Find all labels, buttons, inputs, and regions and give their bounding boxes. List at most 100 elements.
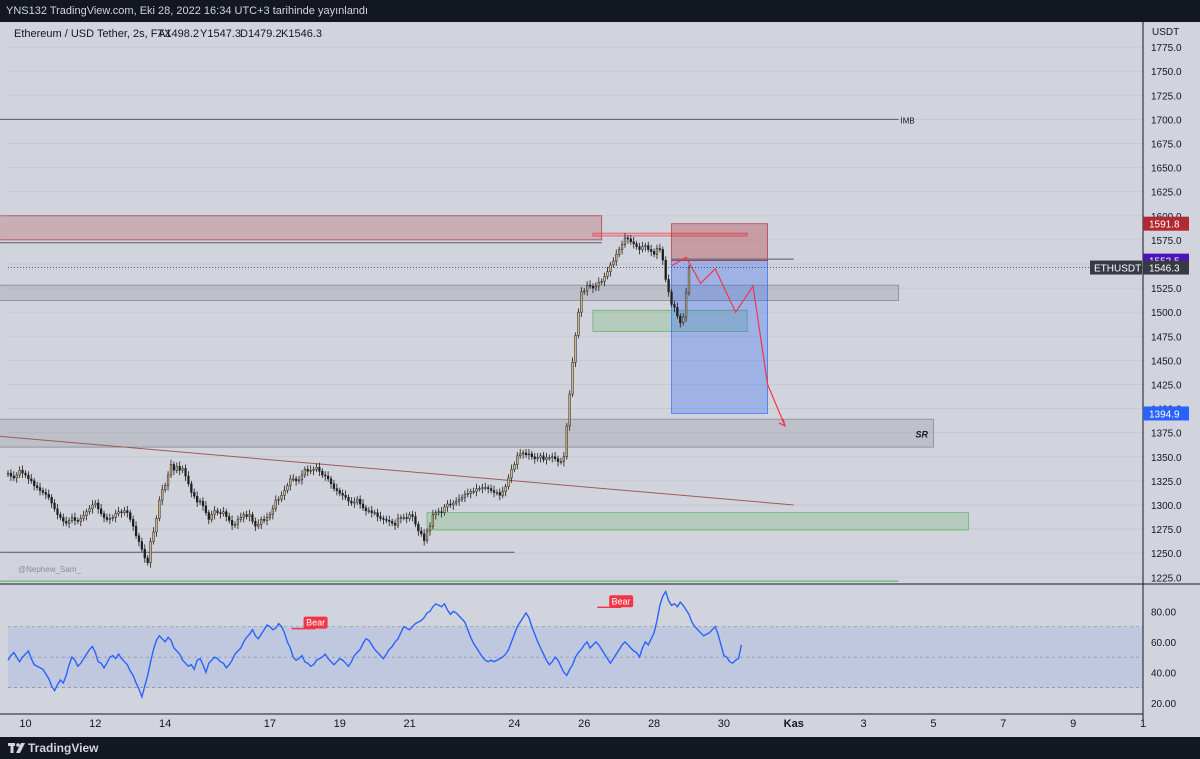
candle-body bbox=[650, 249, 653, 252]
ohlc-close: K1546.3 bbox=[281, 28, 322, 40]
candle-body bbox=[682, 316, 685, 324]
candle-body bbox=[466, 493, 469, 495]
candle-body bbox=[187, 475, 190, 485]
candle-body bbox=[50, 496, 53, 504]
candle-body bbox=[315, 467, 318, 470]
candle-body bbox=[309, 470, 312, 472]
candle-body bbox=[111, 517, 114, 519]
publisher-bar: YNS132 TradingView.com, Eki 28, 2022 16:… bbox=[0, 0, 1200, 22]
x-tick-label: 9 bbox=[1070, 718, 1076, 730]
candle-body bbox=[108, 518, 111, 520]
candle-body bbox=[67, 520, 71, 524]
candle-body bbox=[449, 503, 452, 506]
y-tick-label: 1325.0 bbox=[1151, 477, 1182, 488]
bear-label: Bear bbox=[612, 596, 631, 606]
candle-body bbox=[580, 291, 583, 313]
candle-body bbox=[41, 490, 45, 493]
candle-body bbox=[679, 315, 682, 324]
candle-body bbox=[405, 517, 408, 519]
candle-body bbox=[524, 452, 528, 456]
candle-body bbox=[65, 521, 68, 524]
rsi-tick-label: 20.00 bbox=[1151, 699, 1176, 710]
candle-body bbox=[542, 455, 545, 460]
y-tick-label: 1675.0 bbox=[1151, 139, 1182, 150]
candle-body bbox=[213, 510, 216, 515]
candle-body bbox=[408, 514, 411, 519]
candle-body bbox=[158, 499, 161, 519]
candle-body bbox=[638, 246, 641, 250]
candle-body bbox=[161, 489, 164, 501]
candle-body bbox=[79, 518, 82, 522]
stop-box bbox=[671, 223, 768, 262]
candle-body bbox=[504, 486, 507, 492]
candle-body bbox=[484, 487, 487, 489]
candle-body bbox=[385, 519, 388, 521]
candle-body bbox=[565, 425, 568, 458]
candle-body bbox=[356, 498, 359, 503]
x-tick-label: 5 bbox=[930, 718, 936, 730]
candle-body bbox=[97, 502, 100, 510]
candle-body bbox=[85, 511, 88, 516]
candle-body bbox=[341, 493, 344, 496]
candle-body bbox=[609, 264, 612, 272]
candle-body bbox=[359, 498, 362, 505]
candle-body bbox=[379, 516, 382, 519]
candle-body bbox=[347, 496, 350, 502]
candle-body bbox=[574, 335, 577, 363]
candle-body bbox=[423, 533, 426, 541]
y-tick-label: 1475.0 bbox=[1151, 332, 1182, 343]
candle-body bbox=[350, 500, 353, 504]
chart-zones bbox=[0, 118, 969, 582]
candle-body bbox=[644, 245, 647, 247]
candle-body bbox=[376, 512, 379, 517]
candle-body bbox=[475, 488, 478, 492]
candle-body bbox=[230, 520, 234, 526]
rsi-tick-label: 40.00 bbox=[1151, 668, 1176, 679]
candle-body bbox=[620, 244, 624, 250]
candle-body bbox=[38, 487, 42, 491]
y-tick-label: 1725.0 bbox=[1151, 91, 1182, 102]
candle-body bbox=[618, 249, 621, 255]
candle-body bbox=[271, 508, 274, 515]
candle-body bbox=[562, 456, 565, 462]
candle-body bbox=[402, 517, 405, 519]
candle-body bbox=[591, 285, 595, 289]
candle-body bbox=[70, 517, 74, 521]
x-tick-label: 30 bbox=[718, 718, 730, 730]
x-tick-label: 7 bbox=[1000, 718, 1006, 730]
y-tick-label: 1525.0 bbox=[1151, 284, 1182, 295]
candle-body bbox=[388, 520, 391, 522]
candle-body bbox=[268, 514, 272, 518]
candle-body bbox=[673, 304, 676, 308]
candle-body bbox=[207, 512, 210, 520]
candle-body bbox=[414, 516, 417, 525]
candle-body bbox=[274, 499, 277, 510]
candle-body bbox=[294, 478, 298, 482]
candle-body bbox=[18, 470, 21, 476]
candle-body bbox=[303, 469, 306, 476]
y-tick-label: 1700.0 bbox=[1151, 115, 1182, 126]
rsi-line bbox=[7, 589, 743, 700]
candle-body bbox=[140, 541, 143, 550]
candle-body bbox=[143, 549, 146, 559]
x-tick-label: 26 bbox=[578, 718, 590, 730]
candle-body bbox=[114, 513, 117, 518]
candle-body bbox=[300, 474, 304, 481]
bear-badge bbox=[609, 595, 634, 608]
candle-body bbox=[100, 508, 103, 514]
candle-body bbox=[236, 519, 240, 525]
candle-body bbox=[420, 530, 423, 535]
currency-label: USDT bbox=[1152, 27, 1179, 38]
candle-body bbox=[178, 466, 181, 471]
last-price-label: 1546.3 bbox=[1149, 264, 1180, 275]
candle-body bbox=[146, 557, 149, 564]
candle-body bbox=[513, 464, 516, 470]
x-tick-label: 28 bbox=[648, 718, 660, 730]
candle-body bbox=[47, 494, 50, 498]
candle-body bbox=[27, 474, 30, 480]
price-tag-label: 1394.9 bbox=[1149, 409, 1180, 420]
candle-body bbox=[492, 490, 496, 493]
candle-body bbox=[169, 464, 173, 476]
candle-body bbox=[129, 512, 132, 520]
